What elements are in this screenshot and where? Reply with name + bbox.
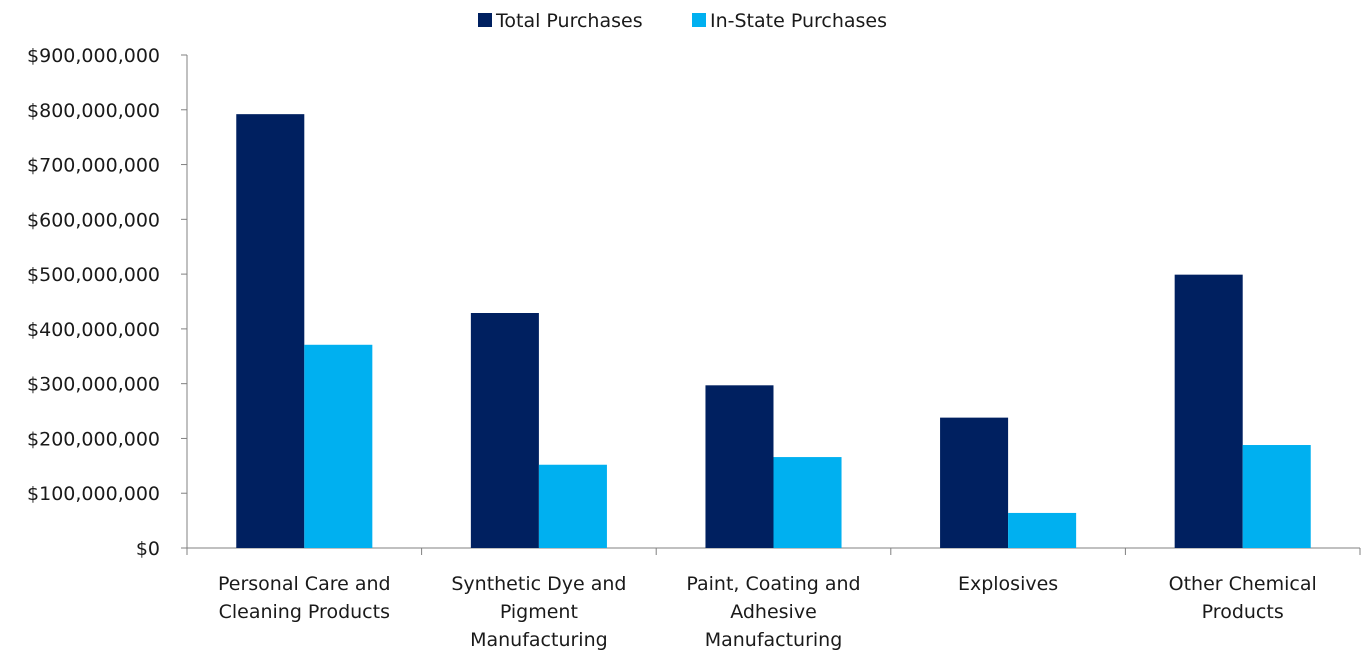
y-tick-label: $700,000,000	[27, 155, 160, 177]
legend-label-total-purchases: Total Purchases	[495, 10, 643, 32]
bar-in-state-purchases-2	[773, 457, 842, 548]
x-category-label: Synthetic Dye and Pigment Manufacturing	[451, 573, 626, 651]
y-tick-label: $900,000,000	[27, 45, 160, 67]
y-tick-label: $100,000,000	[27, 483, 160, 505]
x-category-label-line: Products	[1202, 601, 1284, 623]
x-category-label-line: Manufacturing	[705, 629, 843, 651]
legend-swatch-in-state-purchases	[692, 13, 706, 27]
bar-total-purchases-2	[705, 385, 774, 548]
y-tick-label: $200,000,000	[27, 428, 160, 450]
bar-total-purchases-1	[470, 313, 539, 548]
x-category-label-line: Personal Care and	[218, 573, 391, 595]
x-category-label-line: Pigment	[500, 601, 578, 623]
legend: Total Purchases In-State Purchases	[478, 10, 887, 32]
bar-total-purchases-0	[236, 114, 305, 548]
bar-total-purchases-4	[1174, 274, 1243, 548]
x-axis	[186, 547, 1361, 555]
bar-in-state-purchases-0	[304, 344, 373, 548]
y-tick-label: $500,000,000	[27, 264, 160, 286]
x-category-label: Other Chemical Products	[1169, 573, 1317, 623]
x-category-label-line: Paint, Coating and	[686, 573, 860, 595]
y-tick-label: $0	[136, 538, 160, 560]
y-axis: $0 $100,000,000 $200,000,000 $300,000,000 $4…	[27, 45, 188, 560]
bar-in-state-purchases-1	[538, 464, 607, 548]
legend-swatch-total-purchases	[478, 13, 492, 27]
x-category-label: Personal Care and Cleaning Products	[218, 573, 391, 623]
y-tick-label: $300,000,000	[27, 374, 160, 396]
x-category-label: Explosives	[958, 573, 1058, 595]
x-category-label-line: Manufacturing	[470, 629, 608, 651]
bar-in-state-purchases-4	[1242, 445, 1311, 548]
legend-label-in-state-purchases: In-State Purchases	[710, 10, 887, 32]
y-tick-label: $800,000,000	[27, 100, 160, 122]
y-tick-label: $400,000,000	[27, 319, 160, 341]
bar-in-state-purchases-3	[1008, 512, 1077, 548]
x-category-label: Paint, Coating and Adhesive Manufacturing	[686, 573, 860, 651]
x-category-label-line: Synthetic Dye and	[451, 573, 626, 595]
x-category-label-line: Cleaning Products	[219, 601, 390, 623]
x-category-label-line: Other Chemical	[1169, 573, 1317, 595]
y-tick-label: $600,000,000	[27, 209, 160, 231]
bar-total-purchases-3	[940, 417, 1009, 548]
category-labels: Personal Care and Cleaning Products Synthe…	[218, 573, 1317, 651]
bars	[236, 114, 1311, 548]
x-category-label-line: Explosives	[958, 573, 1058, 595]
x-category-label-line: Adhesive	[730, 601, 817, 623]
